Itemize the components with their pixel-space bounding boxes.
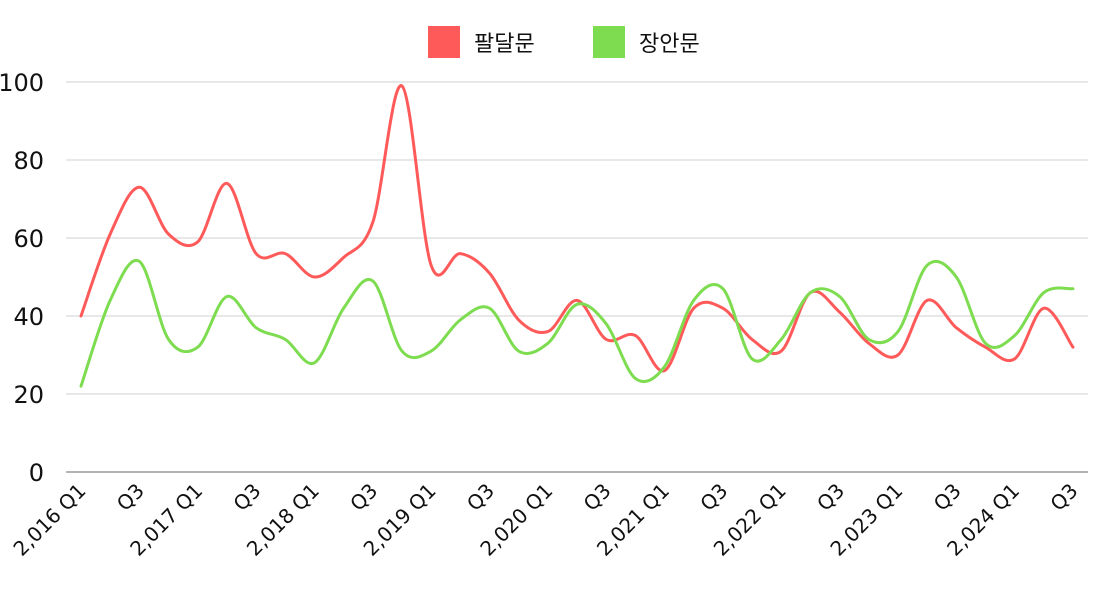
series-lines — [79, 84, 1075, 388]
legend-swatch-palladmun — [428, 26, 460, 58]
x-tick-label: Q3 — [695, 479, 732, 516]
y-tick-label: 60 — [13, 225, 44, 253]
x-tick-label: Q3 — [1045, 479, 1082, 516]
x-axis-ticks: 2,016 Q1 Q32,017 Q1 Q32,018 Q1 Q32,019 Q1 Q3… — [8, 479, 1082, 561]
x-tick-label: Q3 — [112, 479, 149, 516]
x-tick-label: 2,016 Q1 — [8, 479, 90, 561]
y-tick-label: 100 — [0, 69, 44, 97]
legend: 팔달문 장안문 — [428, 26, 700, 58]
series-line-janganmun — [79, 258, 1075, 388]
x-tick-label: Q3 — [929, 479, 966, 516]
legend-swatch-janganmun — [593, 26, 625, 58]
y-tick-label: 40 — [13, 303, 44, 331]
gridlines — [66, 81, 1088, 473]
x-tick-label: Q3 — [812, 479, 849, 516]
legend-label-janganmun: 장안문 — [639, 32, 700, 57]
x-tick-label: Q3 — [345, 479, 382, 516]
x-tick-label: Q3 — [579, 479, 616, 516]
series-line-palladmun — [79, 84, 1075, 373]
y-axis-ticks: 0 20 40 60 80 100 — [0, 69, 44, 487]
legend-label-palladmun: 팔달문 — [474, 32, 535, 57]
y-tick-label: 0 — [29, 459, 44, 487]
x-tick-label: Q3 — [462, 479, 499, 516]
y-tick-label: 80 — [13, 147, 44, 175]
x-tick-label: Q3 — [228, 479, 265, 516]
y-tick-label: 20 — [13, 381, 44, 409]
